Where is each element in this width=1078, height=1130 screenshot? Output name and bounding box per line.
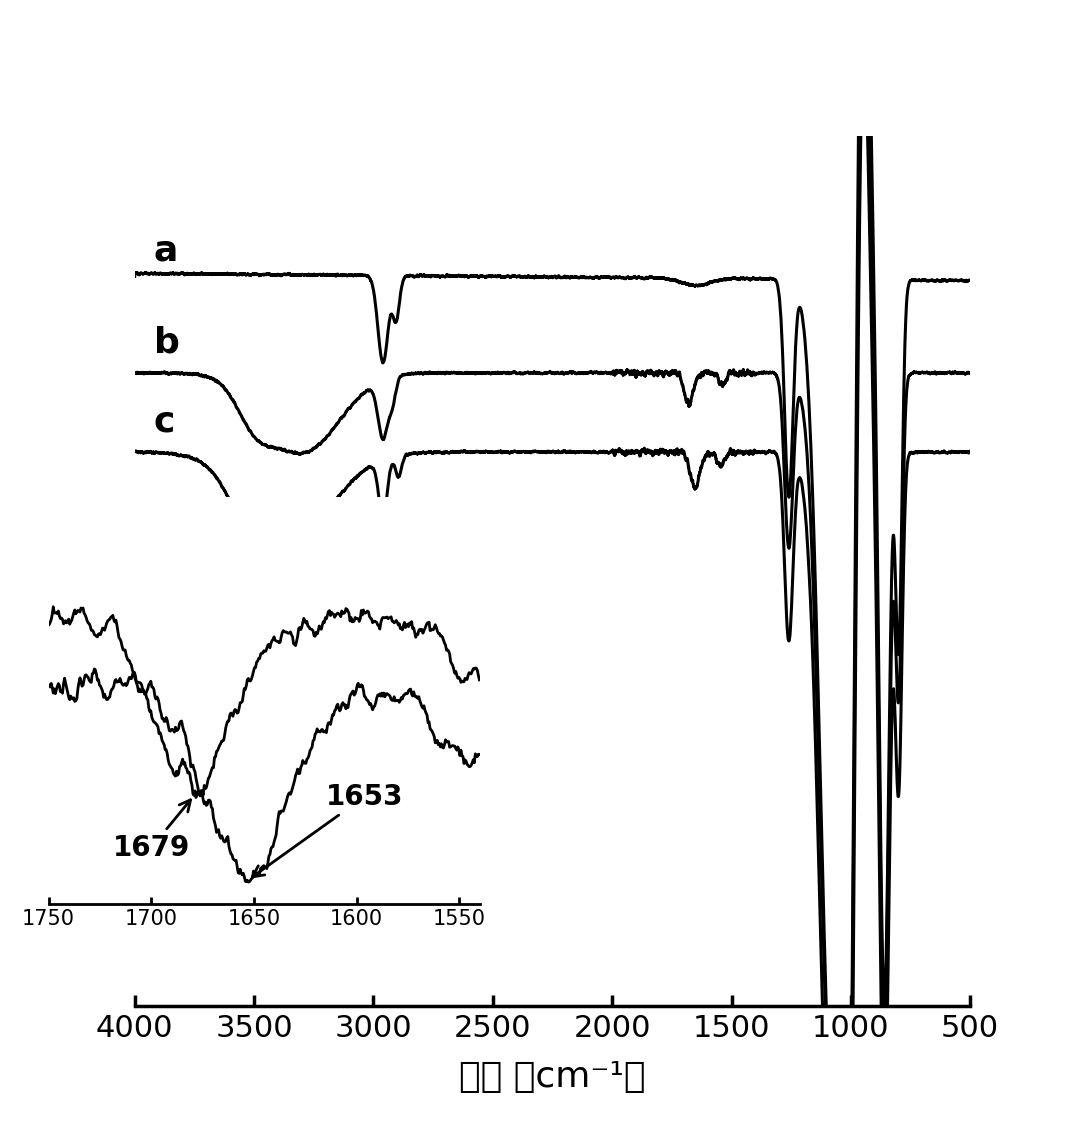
Text: c: c xyxy=(154,405,176,438)
Text: b: b xyxy=(154,325,180,359)
Text: 1679: 1679 xyxy=(112,800,191,862)
Text: a: a xyxy=(154,234,178,268)
Text: 1653: 1653 xyxy=(252,783,403,877)
X-axis label: 波数 （cm⁻¹）: 波数 （cm⁻¹） xyxy=(459,1060,646,1094)
